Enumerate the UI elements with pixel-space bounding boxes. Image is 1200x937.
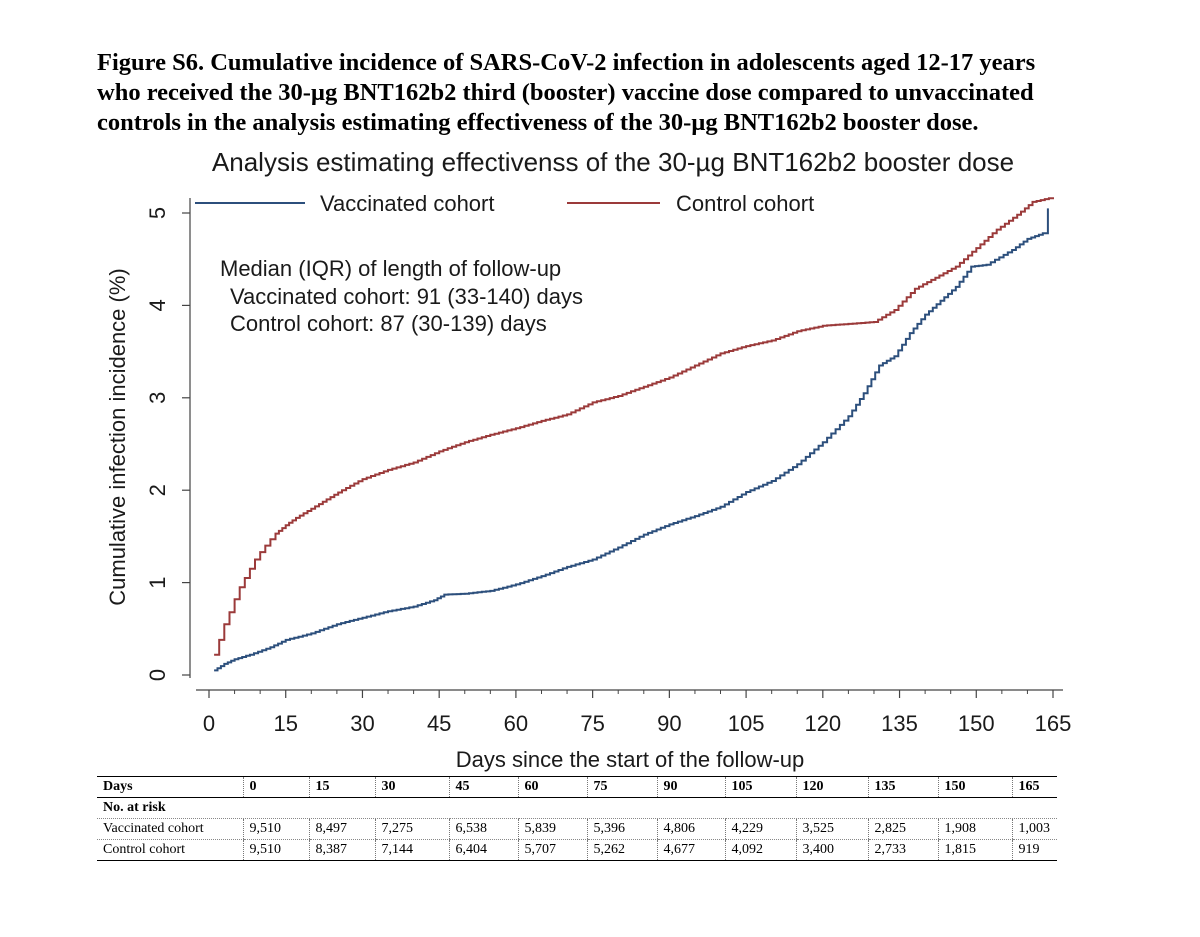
- y-tick-label: 5: [145, 207, 170, 219]
- risk-cell: 2,825: [867, 818, 938, 840]
- caption-line: who received the 30-µg BNT162b2 third (b…: [97, 79, 1034, 106]
- risk-cell: 919: [1011, 839, 1057, 861]
- x-tick-label: 0: [203, 711, 215, 736]
- risk-cell: 9,510: [242, 839, 309, 861]
- follow-up-annotation: Median (IQR) of length of follow-up Vacc…: [220, 256, 583, 336]
- row-label: Vaccinated cohort: [97, 818, 243, 840]
- risk-cell: 6,538: [448, 818, 518, 840]
- row-label: Control cohort: [97, 839, 243, 861]
- day-cell: 0: [242, 776, 309, 798]
- risk-cell: 8,387: [308, 839, 375, 861]
- legend: Vaccinated cohort Control cohort: [195, 191, 814, 216]
- risk-cell: 1,003: [1011, 818, 1057, 840]
- day-cell: 75: [586, 776, 657, 798]
- risk-cell: 7,144: [374, 839, 449, 861]
- x-tick-label: 150: [958, 711, 995, 736]
- risk-cell: 4,806: [656, 818, 725, 840]
- day-cell: 150: [937, 776, 1012, 798]
- x-tick-label: 105: [728, 711, 765, 736]
- day-cell: 105: [724, 776, 796, 798]
- x-axis-title: Days since the start of the follow-up: [456, 747, 805, 772]
- day-cell: 30: [374, 776, 449, 798]
- risk-cell: 5,707: [517, 839, 587, 861]
- y-tick-label: 4: [145, 299, 170, 311]
- risk-table-header-row: Days 0 15 30 45 60 75 90 105 120 135 150…: [97, 776, 1057, 798]
- risk-cell: 2,733: [867, 839, 938, 861]
- legend-label-control: Control cohort: [676, 191, 814, 216]
- day-cell: 45: [448, 776, 518, 798]
- y-axis-ticks: 0 1 2 3 4 5: [145, 207, 190, 681]
- days-header: Days: [97, 776, 243, 798]
- annotation-control: Control cohort: 87 (30-139) days: [230, 311, 547, 336]
- risk-table-subheading-row: No. at risk: [97, 797, 1057, 819]
- x-tick-label: 165: [1035, 711, 1072, 736]
- x-axis-ticks: 0 15 30 45 60 75 90 105 120 135 150 165: [203, 690, 1071, 736]
- x-tick-label: 120: [804, 711, 841, 736]
- risk-cell: 4,092: [724, 839, 796, 861]
- y-tick-label: 0: [145, 669, 170, 681]
- x-tick-label: 30: [350, 711, 374, 736]
- x-tick-label: 15: [273, 711, 297, 736]
- risk-cell: 4,677: [656, 839, 725, 861]
- x-tick-label: 75: [580, 711, 604, 736]
- risk-cell: 3,525: [795, 818, 868, 840]
- risk-cell: 1,908: [937, 818, 1012, 840]
- day-cell: 165: [1011, 776, 1057, 798]
- y-axis-title: Cumulative infection incidence (%): [105, 268, 130, 606]
- day-cell: 90: [656, 776, 725, 798]
- figure-caption: Figure S6. Cumulative incidence of SARS-…: [97, 48, 1157, 138]
- risk-cell: 6,404: [448, 839, 518, 861]
- y-tick-label: 2: [145, 484, 170, 496]
- day-cell: 135: [867, 776, 938, 798]
- caption-line: controls in the analysis estimating effe…: [97, 109, 979, 136]
- y-tick-label: 3: [145, 392, 170, 404]
- caption-line: Figure S6. Cumulative incidence of SARS-…: [97, 49, 1036, 76]
- day-cell: 120: [795, 776, 868, 798]
- risk-cell: 4,229: [724, 818, 796, 840]
- annotation-heading: Median (IQR) of length of follow-up: [220, 256, 561, 281]
- risk-cell: 1,815: [937, 839, 1012, 861]
- day-cell: 15: [308, 776, 375, 798]
- risk-cell: 5,396: [586, 818, 657, 840]
- x-tick-label: 135: [881, 711, 918, 736]
- day-cell: 60: [517, 776, 587, 798]
- x-tick-label: 45: [427, 711, 451, 736]
- risk-cell: 8,497: [308, 818, 375, 840]
- risk-table-row-vaccinated: Vaccinated cohort 9,510 8,497 7,275 6,53…: [97, 818, 1057, 840]
- risk-cell: 7,275: [374, 818, 449, 840]
- cumulative-incidence-chart: Analysis estimating effectivenss of the …: [105, 147, 1071, 772]
- series-line-vaccinated: [214, 208, 1049, 672]
- x-tick-label: 90: [657, 711, 681, 736]
- risk-cell: 5,262: [586, 839, 657, 861]
- y-tick-label: 1: [145, 576, 170, 588]
- risk-cell: 3,400: [795, 839, 868, 861]
- risk-table-row-control: Control cohort 9,510 8,387 7,144 6,404 5…: [97, 839, 1057, 861]
- number-at-risk-table: Days 0 15 30 45 60 75 90 105 120 135 150…: [97, 776, 1057, 861]
- series-line-control: [214, 197, 1054, 656]
- risk-cell: 9,510: [242, 818, 309, 840]
- no-at-risk-label: No. at risk: [97, 797, 1057, 819]
- x-tick-label: 60: [504, 711, 528, 736]
- risk-cell: 5,839: [517, 818, 587, 840]
- chart-title: Analysis estimating effectivenss of the …: [212, 147, 1014, 177]
- annotation-vaccinated: Vaccinated cohort: 91 (33-140) days: [230, 284, 583, 309]
- legend-label-vaccinated: Vaccinated cohort: [320, 191, 494, 216]
